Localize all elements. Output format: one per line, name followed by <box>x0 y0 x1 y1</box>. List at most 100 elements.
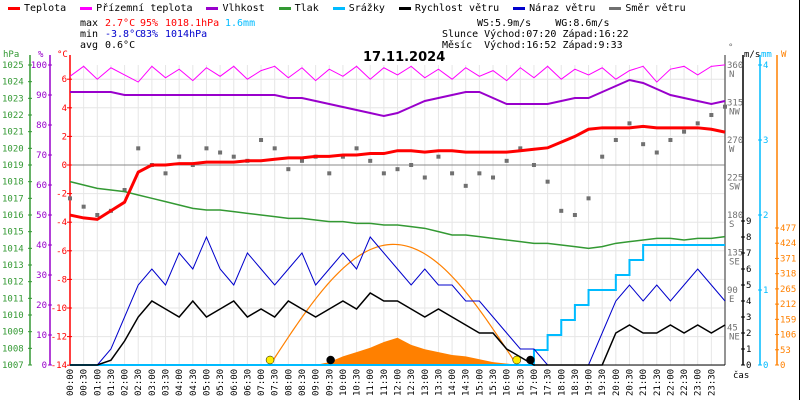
wind-direction-point <box>340 154 345 159</box>
solar-area <box>70 337 725 365</box>
sun-label: Slunce <box>442 29 479 40</box>
wind-direction-point <box>477 171 482 176</box>
temp-tick-label: 6 <box>62 75 67 85</box>
solar-tick-label: 371 <box>780 254 796 264</box>
pres-tick-label: 1007 <box>2 361 24 371</box>
pres-tick-label: 1017 <box>2 194 24 204</box>
x-tick-label: 04:00 <box>175 369 185 396</box>
dir-tick-label: 225 <box>727 174 743 184</box>
solar-tick-label: 159 <box>780 315 796 325</box>
wind-direction-point <box>518 146 523 151</box>
wind-gust-line <box>70 235 726 366</box>
x-tick-label: 07:00 <box>257 369 267 396</box>
rain-tick-label: 3 <box>763 136 768 146</box>
min-hum: 83% <box>140 29 159 40</box>
x-tick-label: 14:00 <box>448 369 458 396</box>
legend: Teplota Přízemní teplota Vlhkost Tlak Srážky… <box>8 3 700 14</box>
legend-label: Směr větru <box>625 3 686 14</box>
x-tick-label: 19:30 <box>598 369 608 396</box>
x-tick-label: 19:00 <box>585 369 595 396</box>
pres-tick-label: 1013 <box>2 261 24 271</box>
wind-direction-point <box>654 150 659 155</box>
wind-direction-point <box>436 154 441 159</box>
wind-tick-label: 9 <box>746 217 751 227</box>
x-tick-label: 21:00 <box>639 369 649 396</box>
hum-tick-label: 100 <box>31 61 47 71</box>
temp-tick-label: 4 <box>62 104 67 114</box>
x-tick-label: 06:30 <box>243 369 253 396</box>
wind-direction-point <box>504 158 509 163</box>
stats-sun-moon: WS:5.9m/s WG:8.6m/s Slunce Východ:07:20 Z… <box>442 18 629 51</box>
sunrise-time: Východ:07:20 <box>484 29 557 40</box>
x-tick-label: 09:30 <box>325 369 335 396</box>
dir-tick-label: 90 <box>727 286 738 296</box>
max-hum: 95% <box>140 18 159 29</box>
temperature-line <box>69 124 726 221</box>
solar-tick-label: 212 <box>780 300 796 310</box>
rain-tick-label: 4 <box>763 61 768 71</box>
wind-direction-point <box>409 163 414 168</box>
wind-direction-point <box>641 142 646 147</box>
avg-label: avg <box>80 40 99 51</box>
sunset-time: Západ:16:22 <box>562 29 629 40</box>
wind-direction-point <box>422 175 427 180</box>
x-tick-label: 01:00 <box>93 369 103 396</box>
solar-tick-label: 106 <box>780 331 796 341</box>
pres-tick-label: 1015 <box>2 228 24 238</box>
legend-label: Srážky <box>348 3 385 14</box>
hum-tick-label: 40 <box>36 241 47 251</box>
min-label: min <box>80 29 99 40</box>
dir-tick-label: 360 <box>727 61 743 71</box>
legend-swatch <box>278 6 291 10</box>
wind-direction-point <box>327 171 332 176</box>
wind-direction-point <box>531 163 536 168</box>
wind-tick-label: 4 <box>746 297 751 307</box>
pres-tick-label: 1011 <box>2 294 24 304</box>
moonset-time: Západ:9:33 <box>562 40 623 51</box>
wind-direction-point <box>81 204 86 209</box>
wind-direction-point <box>299 158 304 163</box>
rain-tick-label: 0 <box>763 361 768 371</box>
x-tick-label: 01:30 <box>107 369 117 396</box>
max-label: max <box>80 18 99 29</box>
rain-tick-label: 1 <box>763 286 768 296</box>
dir-tick-compass: W <box>729 145 735 155</box>
x-tick-label: 09:00 <box>312 369 322 396</box>
legend-label: Tlak <box>294 3 319 14</box>
x-tick-label: 03:00 <box>148 369 158 396</box>
solar-tick-label: 477 <box>780 224 796 234</box>
legend-swatch <box>80 6 93 10</box>
pres-tick-label: 1020 <box>2 144 24 154</box>
pres-tick-label: 1012 <box>2 278 24 288</box>
x-tick-label: 04:30 <box>189 369 199 396</box>
wind-direction-point <box>136 146 141 151</box>
wind-direction-point <box>450 171 455 176</box>
pres-tick-label: 1025 <box>2 61 24 71</box>
wind-direction-point <box>259 138 264 143</box>
wind-direction-point <box>395 167 400 172</box>
x-tick-label: 13:00 <box>421 369 431 396</box>
legend-label: Přízemní teplota <box>96 3 193 14</box>
x-tick-label: 08:00 <box>284 369 294 396</box>
legend-label: Náraz větru <box>529 3 596 14</box>
x-tick-label: 07:30 <box>271 369 281 396</box>
dir-tick-label: 270 <box>727 136 743 146</box>
hum-tick-label: 30 <box>36 271 47 281</box>
hum-unit: % <box>38 50 44 60</box>
dir-unit: ° <box>728 43 733 53</box>
stats-hum: 95% 83% <box>140 18 158 40</box>
wind-direction-point <box>163 171 168 176</box>
temp-tick-label: -10 <box>51 304 67 314</box>
x-tick-label: 17:00 <box>530 369 540 396</box>
stats-temp: 2.7°C -3.8°C 0.6°C <box>105 18 141 51</box>
x-tick-label: 06:00 <box>230 369 240 396</box>
temp-tick-label: -8 <box>56 275 67 285</box>
dir-tick-label: 315 <box>727 99 743 109</box>
wind-tick-label: 6 <box>746 265 751 275</box>
max-pres: 1018.1hPa <box>165 18 220 29</box>
hum-tick-label: 60 <box>36 181 47 191</box>
hum-tick-label: 20 <box>36 301 47 311</box>
pres-unit: hPa <box>3 50 19 60</box>
wind-tick-label: 1 <box>746 345 751 355</box>
